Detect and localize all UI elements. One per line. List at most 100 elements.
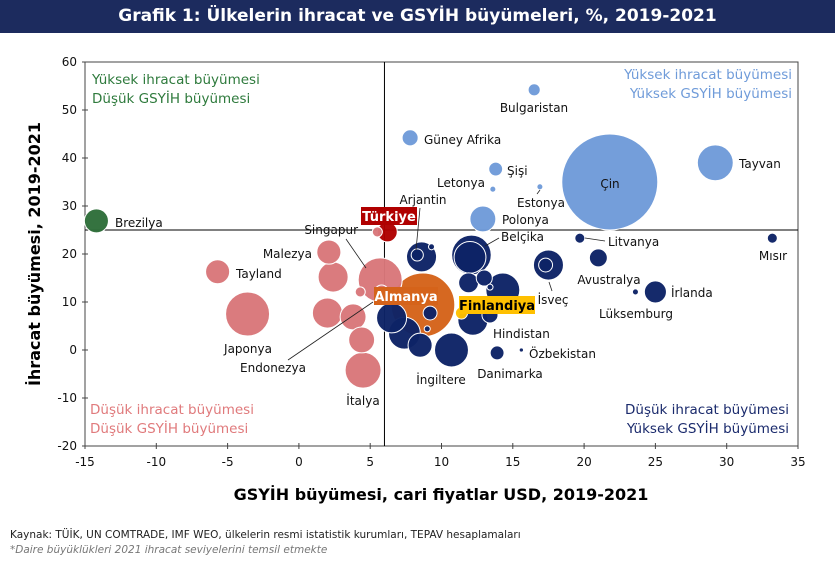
point-label: Polonya	[502, 213, 549, 227]
plot-frame	[84, 61, 799, 447]
highlight-label-box	[374, 287, 438, 305]
bubble-unlabeled	[475, 269, 493, 287]
bubble-Japonya	[225, 291, 271, 337]
leader-line	[484, 237, 500, 247]
x-tick-label: 15	[505, 455, 520, 469]
quadrant-label: Yüksek GSYİH büyümesi	[629, 84, 792, 102]
point-label: İngiltere	[416, 372, 466, 387]
bubble-unlabeled	[311, 297, 343, 329]
point-label: Litvanya	[608, 235, 659, 249]
y-tick-label: 10	[62, 295, 77, 309]
bubble-Polonya	[469, 205, 497, 233]
x-tick-label: -15	[75, 455, 95, 469]
bubble-unlabeled	[458, 272, 480, 294]
x-axis-label: GSYİH büyümesi, cari fiyatlar USD, 2019-…	[234, 485, 649, 504]
bubble-Arjantin	[410, 248, 424, 262]
x-tick-label: 0	[295, 455, 303, 469]
point-label: Brezilya	[115, 216, 163, 230]
point-label: İtalya	[346, 393, 379, 408]
point-label: Malezya	[263, 247, 312, 261]
y-tick-label: -10	[57, 391, 77, 405]
bubble-Lüksemburg	[631, 288, 639, 296]
bubble-İtalya	[344, 351, 382, 389]
bubble-Letonya	[489, 185, 497, 193]
point-label: Çin	[600, 177, 619, 191]
bubble-unlabeled	[317, 261, 349, 293]
quadrant-label: Düşük GSYİH büyümesi	[92, 89, 250, 107]
chart-title: Grafik 1: Ülkelerin ihracat ve GSYİH büy…	[0, 0, 835, 33]
highlight-label: Finlandiya	[459, 299, 535, 314]
x-tick-label: 25	[648, 455, 663, 469]
bubble-unlabeled	[354, 286, 366, 298]
bubble-Şişi	[488, 161, 504, 177]
point-label: Güney Afrika	[424, 133, 501, 147]
point-label: Avustralya	[577, 273, 640, 287]
bubble-Özbekistan	[518, 347, 525, 353]
quadrant-label: Düşük GSYİH büyümesi	[90, 419, 248, 437]
bubble-Bulgaristan	[527, 83, 541, 97]
bubble-İrlanda	[643, 280, 667, 304]
point-label: İsveç	[538, 292, 569, 307]
bubble-Mısır	[766, 232, 778, 244]
point-label: Lüksemburg	[599, 307, 673, 321]
highlight-label-box	[459, 296, 535, 314]
bubble-unlabeled	[348, 326, 376, 354]
leader-line	[536, 189, 541, 195]
bubble-unlabeled	[423, 325, 431, 333]
leader-line	[345, 238, 367, 269]
quadrant-label: Yüksek GSYİH büyümesi	[626, 419, 789, 437]
y-tick-label: 60	[62, 55, 77, 69]
bubble-Çin	[561, 133, 659, 231]
quadrant-label: Yüksek ihracat büyümesi	[91, 72, 260, 88]
leader-line	[287, 301, 374, 361]
bubble-Brezilya	[83, 208, 109, 234]
bubble-Avustralya	[588, 248, 608, 268]
bubble-Estonya	[536, 183, 544, 191]
bubble-Litvanya	[574, 232, 586, 244]
point-label: Estonya	[517, 196, 565, 210]
bubble-Danimarka	[489, 345, 505, 361]
point-label: Tayland	[235, 267, 282, 281]
point-label: Özbekistan	[529, 345, 596, 361]
bubble-unlabeled	[339, 303, 367, 331]
bubble-unlabeled	[422, 305, 438, 321]
point-label: Mısır	[759, 249, 787, 263]
point-label: Japonya	[223, 342, 272, 356]
point-label: Danimarka	[477, 367, 543, 381]
bubble-Güney Afrika	[401, 129, 419, 147]
bubble-Tayland	[205, 259, 231, 285]
point-label: Endonezya	[240, 361, 306, 375]
y-tick-label: 20	[62, 247, 77, 261]
bubble-unlabeled	[371, 226, 383, 238]
point-label: Belçika	[501, 230, 544, 244]
x-tick-label: 35	[790, 455, 805, 469]
x-tick-label: 30	[719, 455, 734, 469]
highlight-label: Almanya	[374, 290, 437, 305]
point-label: Tayvan	[738, 157, 781, 171]
point-label: Şişi	[507, 164, 528, 178]
bubble-unlabeled	[376, 302, 408, 334]
quadrant-label: Düşük ihracat büyümesi	[90, 402, 254, 418]
highlight-label-box	[361, 207, 417, 225]
point-label: Letonya	[437, 176, 485, 190]
highlight-label: Türkiye	[362, 210, 416, 225]
bubble-unlabeled	[407, 332, 433, 358]
quadrant-label: Düşük ihracat büyümesi	[625, 402, 789, 418]
point-label: Singapur	[304, 223, 358, 237]
leader-line	[548, 281, 553, 292]
x-tick-label: 10	[434, 455, 449, 469]
point-label: Bulgaristan	[500, 101, 568, 115]
point-label: Hindistan	[493, 327, 550, 341]
y-tick-label: 30	[62, 199, 77, 213]
bubble-İngiltere	[434, 332, 469, 368]
y-tick-label: -20	[57, 439, 77, 453]
leader-line	[584, 237, 606, 242]
bubble-unlabeled	[486, 283, 494, 291]
bubble-unlabeled	[453, 240, 487, 274]
size-note: *Daire büyüklükleri 2021 ihracat seviyel…	[10, 544, 328, 556]
y-tick-label: 40	[62, 151, 77, 165]
source-text: Kaynak: TÜİK, UN COMTRADE, IMF WEO, ülke…	[10, 529, 521, 541]
bubble-Malezya	[316, 239, 342, 265]
bubble-Tayvan	[696, 144, 734, 182]
